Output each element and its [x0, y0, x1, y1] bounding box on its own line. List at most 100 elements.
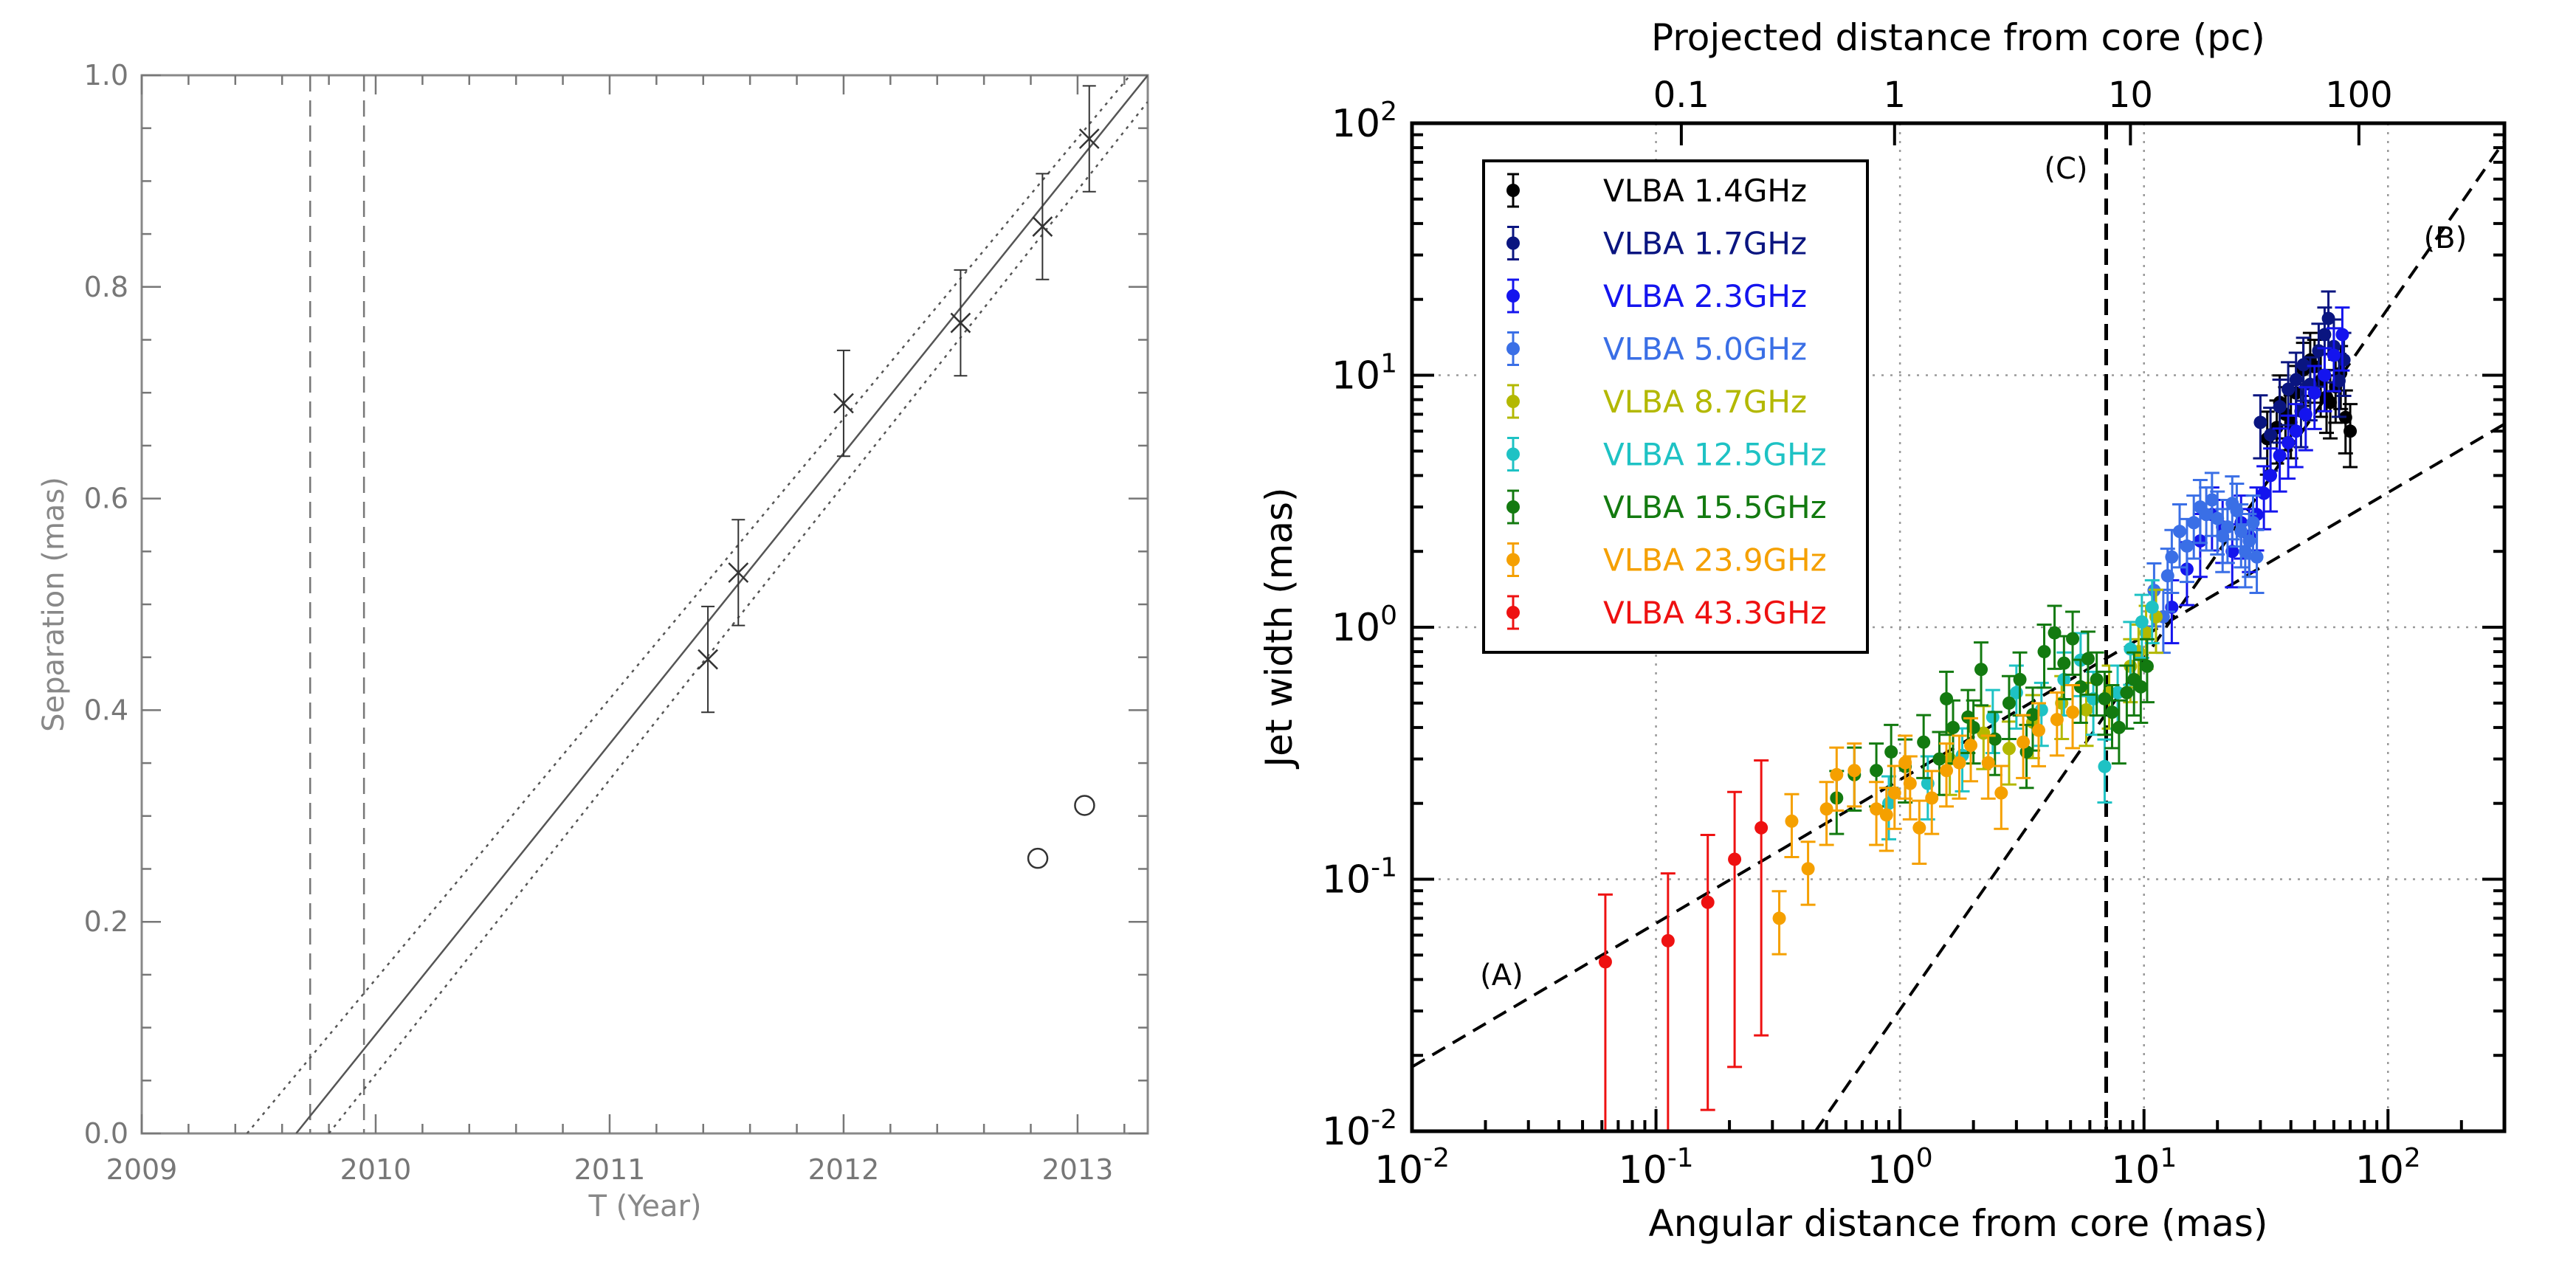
right-top-tick-labels: 0.1 1 10 100 [1653, 75, 2393, 116]
marker [2057, 656, 2071, 670]
data-point [2326, 327, 2341, 393]
data-point [1974, 641, 1989, 707]
marker [1661, 933, 1675, 947]
data-point [2104, 684, 2120, 750]
marker [2160, 569, 2174, 583]
right-top-tick-label: 100 [2325, 75, 2393, 116]
marker [1870, 802, 1884, 816]
data-point [2111, 699, 2126, 765]
data-point [1952, 734, 1967, 800]
data-point [2317, 347, 2332, 412]
legend-label: VLBA 8.7GHz [1603, 384, 1807, 420]
data-point [2179, 517, 2194, 584]
data-point [2296, 336, 2311, 402]
data-point [1963, 717, 1979, 783]
marker [2066, 705, 2080, 719]
data-point [2343, 403, 2358, 469]
marker [1932, 752, 1946, 766]
marker [2250, 550, 2264, 564]
marker [1903, 776, 1917, 790]
marker [2327, 348, 2341, 362]
right-guide-labels: (A) (B) (C) [1480, 152, 2467, 992]
marker [2211, 511, 2225, 525]
left-cross-point [1078, 85, 1100, 193]
marker [2225, 545, 2239, 559]
marker [2112, 720, 2126, 734]
marker [1879, 808, 1893, 822]
marker [2273, 449, 2287, 463]
data-point [2256, 465, 2272, 531]
data-point [2001, 674, 2017, 741]
marker [2332, 374, 2346, 388]
data-point [1819, 781, 1834, 846]
left-cross-point [950, 269, 971, 377]
marker [2002, 696, 2016, 710]
right-x-axis-label: Angular distance from core (mas) [1649, 1202, 2268, 1245]
legend-entries: VLBA 1.4GHz VLBA 1.7GHz VLBA 2.3GHz VLBA 5.… [1506, 173, 1827, 631]
data-point [1800, 840, 1816, 906]
left-ytick-label: 0.4 [84, 694, 128, 726]
right-xtick-label: 101 [2111, 1143, 2177, 1192]
marker [2017, 735, 2031, 749]
legend-label: VLBA 43.3GHz [1603, 595, 1827, 631]
legend-label: VLBA 1.7GHz [1603, 226, 1807, 262]
marker [1952, 756, 1966, 770]
left-x-axis-label: T (Year) [588, 1190, 701, 1223]
legend: VLBA 1.4GHz VLBA 1.7GHz VLBA 2.3GHz VLBA 5.… [1482, 159, 1869, 654]
data-point [2036, 623, 2052, 689]
marker [1912, 821, 1926, 835]
data-point [2146, 562, 2162, 628]
left-ytick-label: 0.6 [84, 483, 128, 515]
legend-entry: VLBA 23.9GHz [1506, 542, 1827, 579]
data-point [2281, 414, 2296, 480]
left-ticks [140, 74, 1148, 1135]
marker [1994, 786, 2008, 800]
series-vlba-5-0ghz [2146, 472, 2265, 655]
marker [1966, 720, 1980, 734]
marker [2187, 516, 2201, 530]
series-vlba-43-3ghz [1597, 759, 1769, 1131]
data-point [1924, 770, 1940, 835]
right-guide-label: (B) [2424, 221, 2467, 255]
right-top-tick-label: 0.1 [1653, 75, 1709, 116]
right-guide-label: (C) [2044, 152, 2087, 186]
cross-marker [1032, 216, 1053, 237]
marker [2298, 407, 2312, 421]
marker [2246, 516, 2260, 530]
data-point [2288, 403, 2304, 469]
data-point [2160, 548, 2175, 613]
data-point [1916, 714, 1932, 779]
data-point [2056, 635, 2072, 700]
data-point [1754, 759, 1769, 1037]
left-cross-point [833, 349, 854, 458]
marker [2135, 615, 2149, 629]
marker [1925, 791, 1939, 805]
data-point [2263, 447, 2279, 513]
right-y-axis-label: Jet width (mas) [1258, 487, 1301, 769]
data-point [1884, 723, 1899, 790]
data-point [2298, 386, 2313, 452]
data-point [2073, 658, 2088, 725]
left-points [698, 85, 1100, 869]
marker [2145, 600, 2159, 614]
marker [2324, 396, 2338, 410]
marker [2037, 645, 2051, 659]
left-lines [246, 75, 1148, 1133]
left-ytick-label: 0.2 [84, 905, 128, 938]
left-xtick-label: 2009 [106, 1153, 178, 1186]
marker [2090, 672, 2104, 686]
marker [1964, 738, 1978, 752]
data-point [2338, 389, 2353, 455]
legend-marker [1506, 184, 1520, 197]
data-point [2089, 651, 2104, 717]
data-point [1932, 731, 1947, 796]
data-point [2016, 714, 2031, 779]
cross-marker [833, 393, 854, 414]
data-point [2049, 691, 2064, 757]
data-point [2172, 503, 2188, 569]
marker [1898, 756, 1912, 770]
marker [1917, 735, 1931, 749]
data-point [1898, 734, 1913, 800]
marker [2264, 428, 2278, 442]
